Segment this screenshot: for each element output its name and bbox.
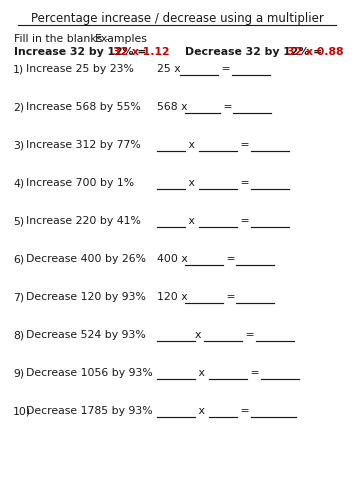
Text: 4): 4) (13, 178, 24, 188)
Text: Increase 220 by 41%: Increase 220 by 41% (26, 216, 141, 226)
Text: Increase 25 by 23%: Increase 25 by 23% (26, 64, 134, 74)
Text: 6): 6) (13, 254, 24, 264)
Text: 120 x: 120 x (157, 292, 191, 302)
Text: Decrease 1056 by 93%: Decrease 1056 by 93% (26, 368, 153, 378)
Text: 10): 10) (13, 406, 31, 416)
Text: Percentage increase / decrease using a multiplier: Percentage increase / decrease using a m… (30, 12, 324, 25)
Text: x: x (195, 368, 209, 378)
Text: x: x (185, 216, 198, 226)
Text: =: = (219, 102, 236, 112)
Text: =: = (218, 64, 234, 74)
Text: Decrease 32 by 12% =: Decrease 32 by 12% = (185, 47, 326, 57)
Text: Decrease 120 by 93%: Decrease 120 by 93% (26, 292, 146, 302)
Text: Decrease 524 by 93%: Decrease 524 by 93% (26, 330, 146, 340)
Text: Increase 700 by 1%: Increase 700 by 1% (26, 178, 134, 188)
Text: Increase 32 by 12% =: Increase 32 by 12% = (14, 47, 150, 57)
Text: x: x (195, 330, 205, 340)
Text: 400 x: 400 x (157, 254, 191, 264)
Text: 1): 1) (13, 64, 24, 74)
Text: 3): 3) (13, 140, 24, 150)
Text: x: x (185, 140, 198, 150)
Text: Increase 312 by 77%: Increase 312 by 77% (26, 140, 141, 150)
Text: =: = (237, 406, 253, 416)
Text: 32 x 1.12: 32 x 1.12 (113, 47, 170, 57)
Text: 568 x: 568 x (157, 102, 191, 112)
Text: =: = (237, 216, 253, 226)
Text: =: = (237, 178, 253, 188)
Text: x: x (195, 406, 209, 416)
Text: =: = (247, 368, 263, 378)
Text: 32 x 0.88: 32 x 0.88 (287, 47, 343, 57)
Text: 25 x: 25 x (157, 64, 184, 74)
Text: 8): 8) (13, 330, 24, 340)
Text: =: = (223, 292, 239, 302)
Text: =: = (242, 330, 258, 340)
Text: 2): 2) (13, 102, 24, 112)
Text: 9): 9) (13, 368, 24, 378)
Text: 5): 5) (13, 216, 24, 226)
Text: Examples: Examples (95, 34, 148, 44)
Text: Fill in the blanks -: Fill in the blanks - (14, 34, 116, 44)
Text: =: = (237, 140, 253, 150)
Text: Decrease 400 by 26%: Decrease 400 by 26% (26, 254, 146, 264)
Text: 7): 7) (13, 292, 24, 302)
Text: Decrease 1785 by 93%: Decrease 1785 by 93% (26, 406, 153, 416)
Text: =: = (223, 254, 239, 264)
Text: x: x (185, 178, 198, 188)
Text: Increase 568 by 55%: Increase 568 by 55% (26, 102, 141, 112)
